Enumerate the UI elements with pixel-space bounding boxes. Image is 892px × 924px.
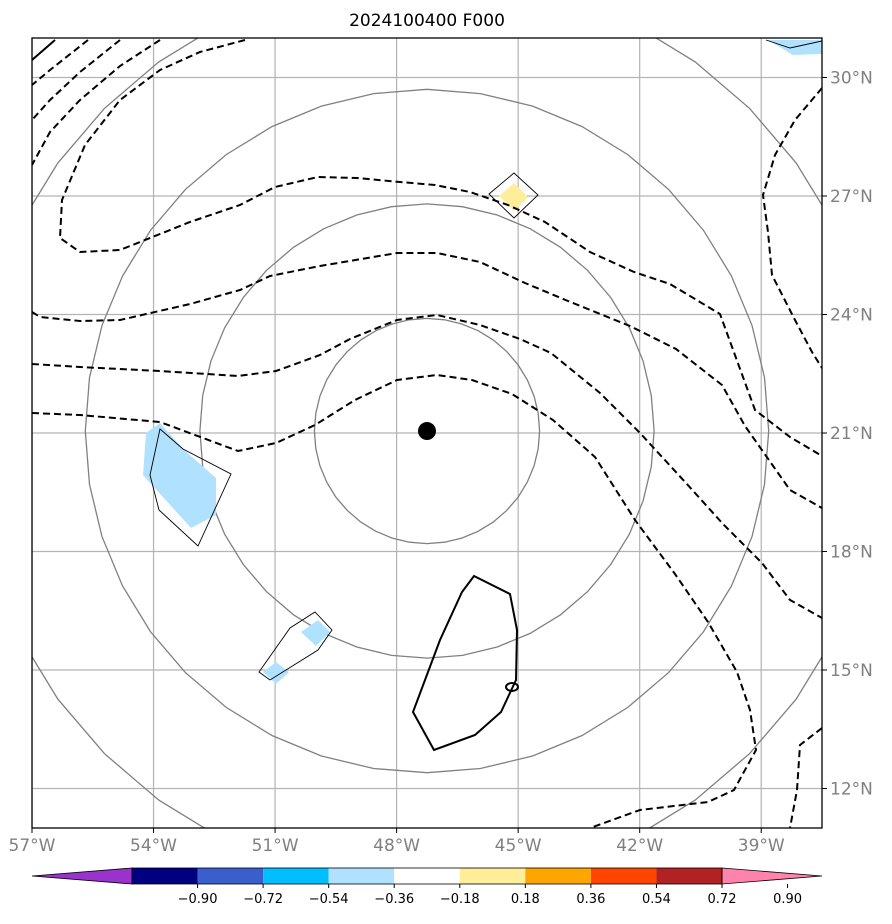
dashed-contour — [32, 252, 822, 509]
colorbar-tick-label: 0.54 — [642, 892, 671, 907]
dashed-contour — [32, 39, 161, 166]
longitude-label: 57°W — [9, 836, 56, 856]
colorbar-segment — [132, 868, 198, 884]
storm-center-marker — [418, 422, 436, 441]
dashed-contour — [761, 87, 822, 369]
colorbar-frame — [131, 867, 723, 885]
colorbar-segment — [197, 868, 264, 884]
thin-contour — [765, 39, 822, 49]
latitude-label: 21°N — [830, 424, 873, 444]
latitude-label: 12°N — [830, 780, 873, 800]
dashed-contour — [32, 39, 89, 86]
longitude-label: 39°W — [738, 836, 785, 856]
longitude-label: 42°W — [616, 836, 663, 856]
dashed-contours — [32, 39, 822, 828]
range-ring — [84, 88, 770, 774]
colorbar-tick-label: 0.36 — [576, 892, 605, 907]
dashed-contour — [789, 727, 822, 828]
colorbar-tick-label: −0.72 — [243, 892, 283, 907]
negative-anomaly-area — [301, 620, 330, 646]
longitude-label: 48°W — [373, 836, 420, 856]
colorbar-segment — [328, 868, 395, 884]
figure-title: 2024100400 F000 — [349, 11, 505, 31]
colorbar-segment — [656, 868, 722, 884]
solid-contour — [411, 574, 519, 752]
solid-contour — [32, 39, 56, 61]
colorbar-segment — [394, 868, 460, 884]
colorbar — [31, 867, 823, 885]
thin-contour — [258, 611, 333, 681]
solid-contours — [32, 39, 519, 752]
colorbar-tick-label: −0.54 — [309, 892, 349, 907]
colorbar-segment — [263, 868, 329, 884]
latitude-labels: 30°N 27°N 24°N 21°N 18°N 15°N 12°N — [822, 69, 873, 800]
colorbar-extend-low — [31, 867, 133, 885]
latitude-label: 30°N — [830, 69, 873, 89]
longitude-label: 54°W — [130, 836, 177, 856]
latitude-label: 24°N — [830, 306, 873, 326]
thin-contours — [149, 39, 822, 681]
negative-anomaly-area — [143, 423, 216, 528]
latitude-label: 27°N — [830, 187, 873, 207]
negative-anomaly-area — [263, 662, 289, 684]
thin-contour — [488, 172, 539, 219]
colorbar-labels: −0.90 −0.72 −0.54 −0.36 −0.18 0.18 0.36 0.54 0.7… — [178, 884, 802, 907]
colorbar-segment — [590, 868, 657, 884]
dashed-contour — [58, 39, 822, 457]
longitude-labels: 57°W 54°W 51°W 48°W 45°W 42°W 39°W — [9, 828, 785, 856]
colorbar-segment — [459, 868, 526, 884]
colorbar-tick-label: −0.36 — [374, 892, 414, 907]
colorbar-segment — [525, 868, 591, 884]
colorbar-tick-label: 0.18 — [511, 892, 540, 907]
range-ring — [199, 203, 655, 659]
dashed-contour — [32, 373, 758, 828]
longitude-label: 45°W — [495, 836, 542, 856]
latitude-label: 18°N — [830, 543, 873, 563]
range-ring — [313, 317, 541, 545]
colorbar-tick-label: −0.18 — [440, 892, 480, 907]
range-ring — [32, 38, 822, 828]
solid-contour — [505, 682, 519, 692]
range-rings — [32, 38, 822, 828]
positive-anomaly-area — [499, 183, 528, 211]
colorbar-tick-label: 0.90 — [773, 892, 802, 907]
colorbar-tick-label: −0.90 — [178, 892, 218, 907]
thin-contour — [149, 428, 232, 547]
dashed-contour — [32, 39, 121, 121]
colorbar-extend-high — [721, 867, 823, 885]
colorbar-tick-label: 0.72 — [708, 892, 737, 907]
latitude-label: 15°N — [830, 661, 873, 681]
longitude-label: 51°W — [252, 836, 299, 856]
